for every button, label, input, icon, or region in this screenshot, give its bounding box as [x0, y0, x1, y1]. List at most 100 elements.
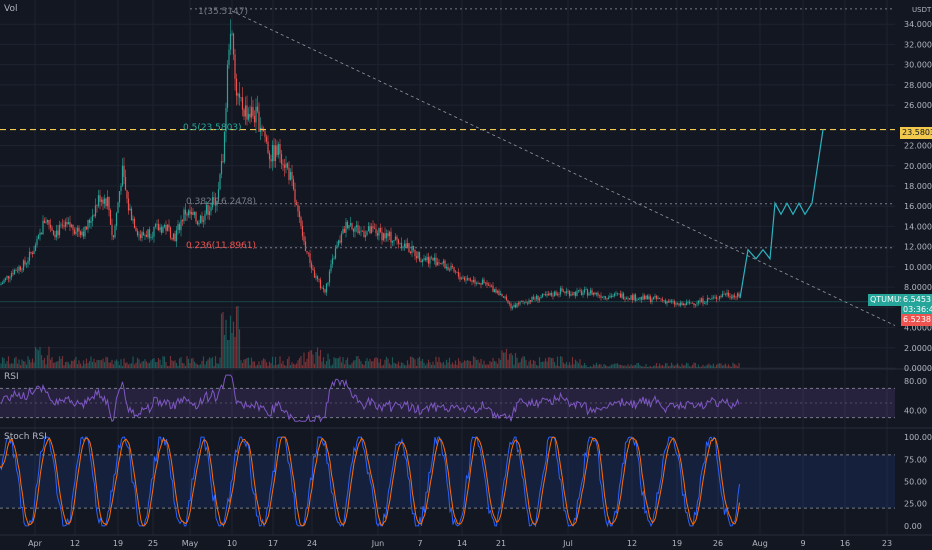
- volume-bar: [489, 361, 491, 368]
- candle-body: [468, 278, 470, 280]
- volume-bar: [730, 366, 733, 368]
- candle-body: [171, 237, 173, 240]
- volume-bar: [517, 363, 520, 368]
- drawn-lines[interactable]: [0, 10, 896, 326]
- candlesticks[interactable]: [0, 19, 740, 311]
- candle-body: [127, 198, 130, 211]
- volume-bar: [454, 360, 457, 368]
- volume-bar: [199, 364, 202, 368]
- volume-bar: [703, 366, 706, 368]
- red-level-tag[interactable]: 6.5238: [901, 314, 932, 326]
- volume-bar: [729, 366, 731, 368]
- candle-body: [102, 199, 104, 204]
- candle-body: [469, 279, 472, 281]
- volume-bar: [622, 365, 625, 368]
- volume-bar: [481, 364, 484, 368]
- volume-bar: [111, 359, 113, 368]
- volume-bar: [613, 363, 616, 368]
- volume-bar: [559, 356, 562, 368]
- volume-bar: [307, 352, 310, 368]
- volume-bar: [550, 358, 553, 368]
- candle-body: [645, 295, 647, 300]
- candle-body: [406, 243, 409, 248]
- time-axis[interactable]: Apr 12 19 25 May 10 17 24 Jun 7 14 21 Jul 12 19 26 Aug 9 1…: [28, 539, 892, 548]
- candle-body: [258, 111, 260, 132]
- volume-bar: [565, 361, 568, 368]
- volume-bar: [646, 366, 649, 368]
- candle-body: [631, 295, 634, 301]
- volume-bar: [436, 361, 439, 368]
- candle-body: [103, 198, 106, 204]
- candle-body: [733, 295, 736, 297]
- candle-body: [499, 293, 502, 296]
- volume-bar: [543, 361, 545, 368]
- candle-body: [577, 290, 580, 291]
- candle-body: [511, 306, 514, 309]
- volume-bar: [664, 363, 667, 368]
- candle-body: [690, 303, 692, 304]
- candle-body: [342, 229, 344, 234]
- volume-bar: [601, 366, 604, 368]
- volume-bar: [718, 363, 721, 368]
- volume-bar: [433, 365, 436, 368]
- candle-body: [216, 200, 218, 206]
- volume-bar: [726, 366, 728, 368]
- candle-body: [207, 204, 209, 215]
- candle-body: [180, 220, 182, 230]
- volume-bar: [310, 350, 313, 368]
- price-axis[interactable]: 34.0000 32.0000 30.0000 28.0000 26.0000 22.00…: [904, 20, 932, 373]
- candle-body: [405, 243, 407, 248]
- volume-bar: [64, 362, 67, 368]
- volume-bar: [174, 360, 176, 368]
- volume-bar: [303, 352, 305, 368]
- candle-body: [100, 199, 103, 202]
- candle-body: [247, 113, 250, 120]
- candle-body: [238, 93, 241, 98]
- candle-body: [162, 226, 164, 233]
- candle-body: [475, 282, 478, 284]
- candle-body: [643, 295, 646, 300]
- volume-bar: [387, 358, 389, 368]
- volume-bar: [414, 359, 416, 368]
- volume-bar: [198, 364, 200, 368]
- candle-body: [42, 220, 44, 235]
- qtum-price-tag[interactable]: 6.5453: [901, 294, 932, 306]
- volume-bar: [129, 363, 131, 368]
- candle-body: [184, 209, 187, 215]
- candle-body: [105, 198, 107, 207]
- candle-body: [538, 298, 541, 301]
- candle-body: [547, 293, 550, 296]
- volume-bar: [270, 363, 272, 368]
- volume-bar: [606, 366, 608, 368]
- candle-body: [169, 227, 172, 238]
- candle-body: [471, 280, 473, 282]
- price-tick-label: 0.0000: [904, 364, 932, 373]
- candle-body: [286, 163, 289, 168]
- volume-bar: [319, 349, 322, 368]
- volume-bar: [151, 358, 154, 368]
- candle-body: [571, 294, 574, 295]
- candle-body: [199, 215, 202, 224]
- volume-bar: [441, 363, 443, 368]
- volume-bar: [109, 362, 112, 368]
- volume-bar: [124, 362, 127, 368]
- yellow-level-tag[interactable]: 23.5803: [900, 127, 932, 139]
- candle-body: [312, 268, 314, 271]
- volume-bar: [0, 363, 2, 368]
- volume-bar: [325, 360, 328, 368]
- candle-body: [166, 224, 169, 231]
- volume-bar: [696, 366, 698, 368]
- volume-bar: [504, 352, 506, 368]
- candle-body: [217, 189, 220, 201]
- candle-body: [229, 33, 232, 50]
- volume-bar: [186, 356, 188, 368]
- volume-bar: [93, 358, 95, 368]
- volume-bar: [295, 363, 298, 368]
- candle-body: [265, 136, 268, 142]
- price-tick-label: 12.0000: [904, 243, 932, 252]
- candle-body: [120, 185, 122, 192]
- volume-bar: [33, 362, 35, 368]
- candle-body: [261, 127, 263, 130]
- volume-bar: [460, 363, 463, 368]
